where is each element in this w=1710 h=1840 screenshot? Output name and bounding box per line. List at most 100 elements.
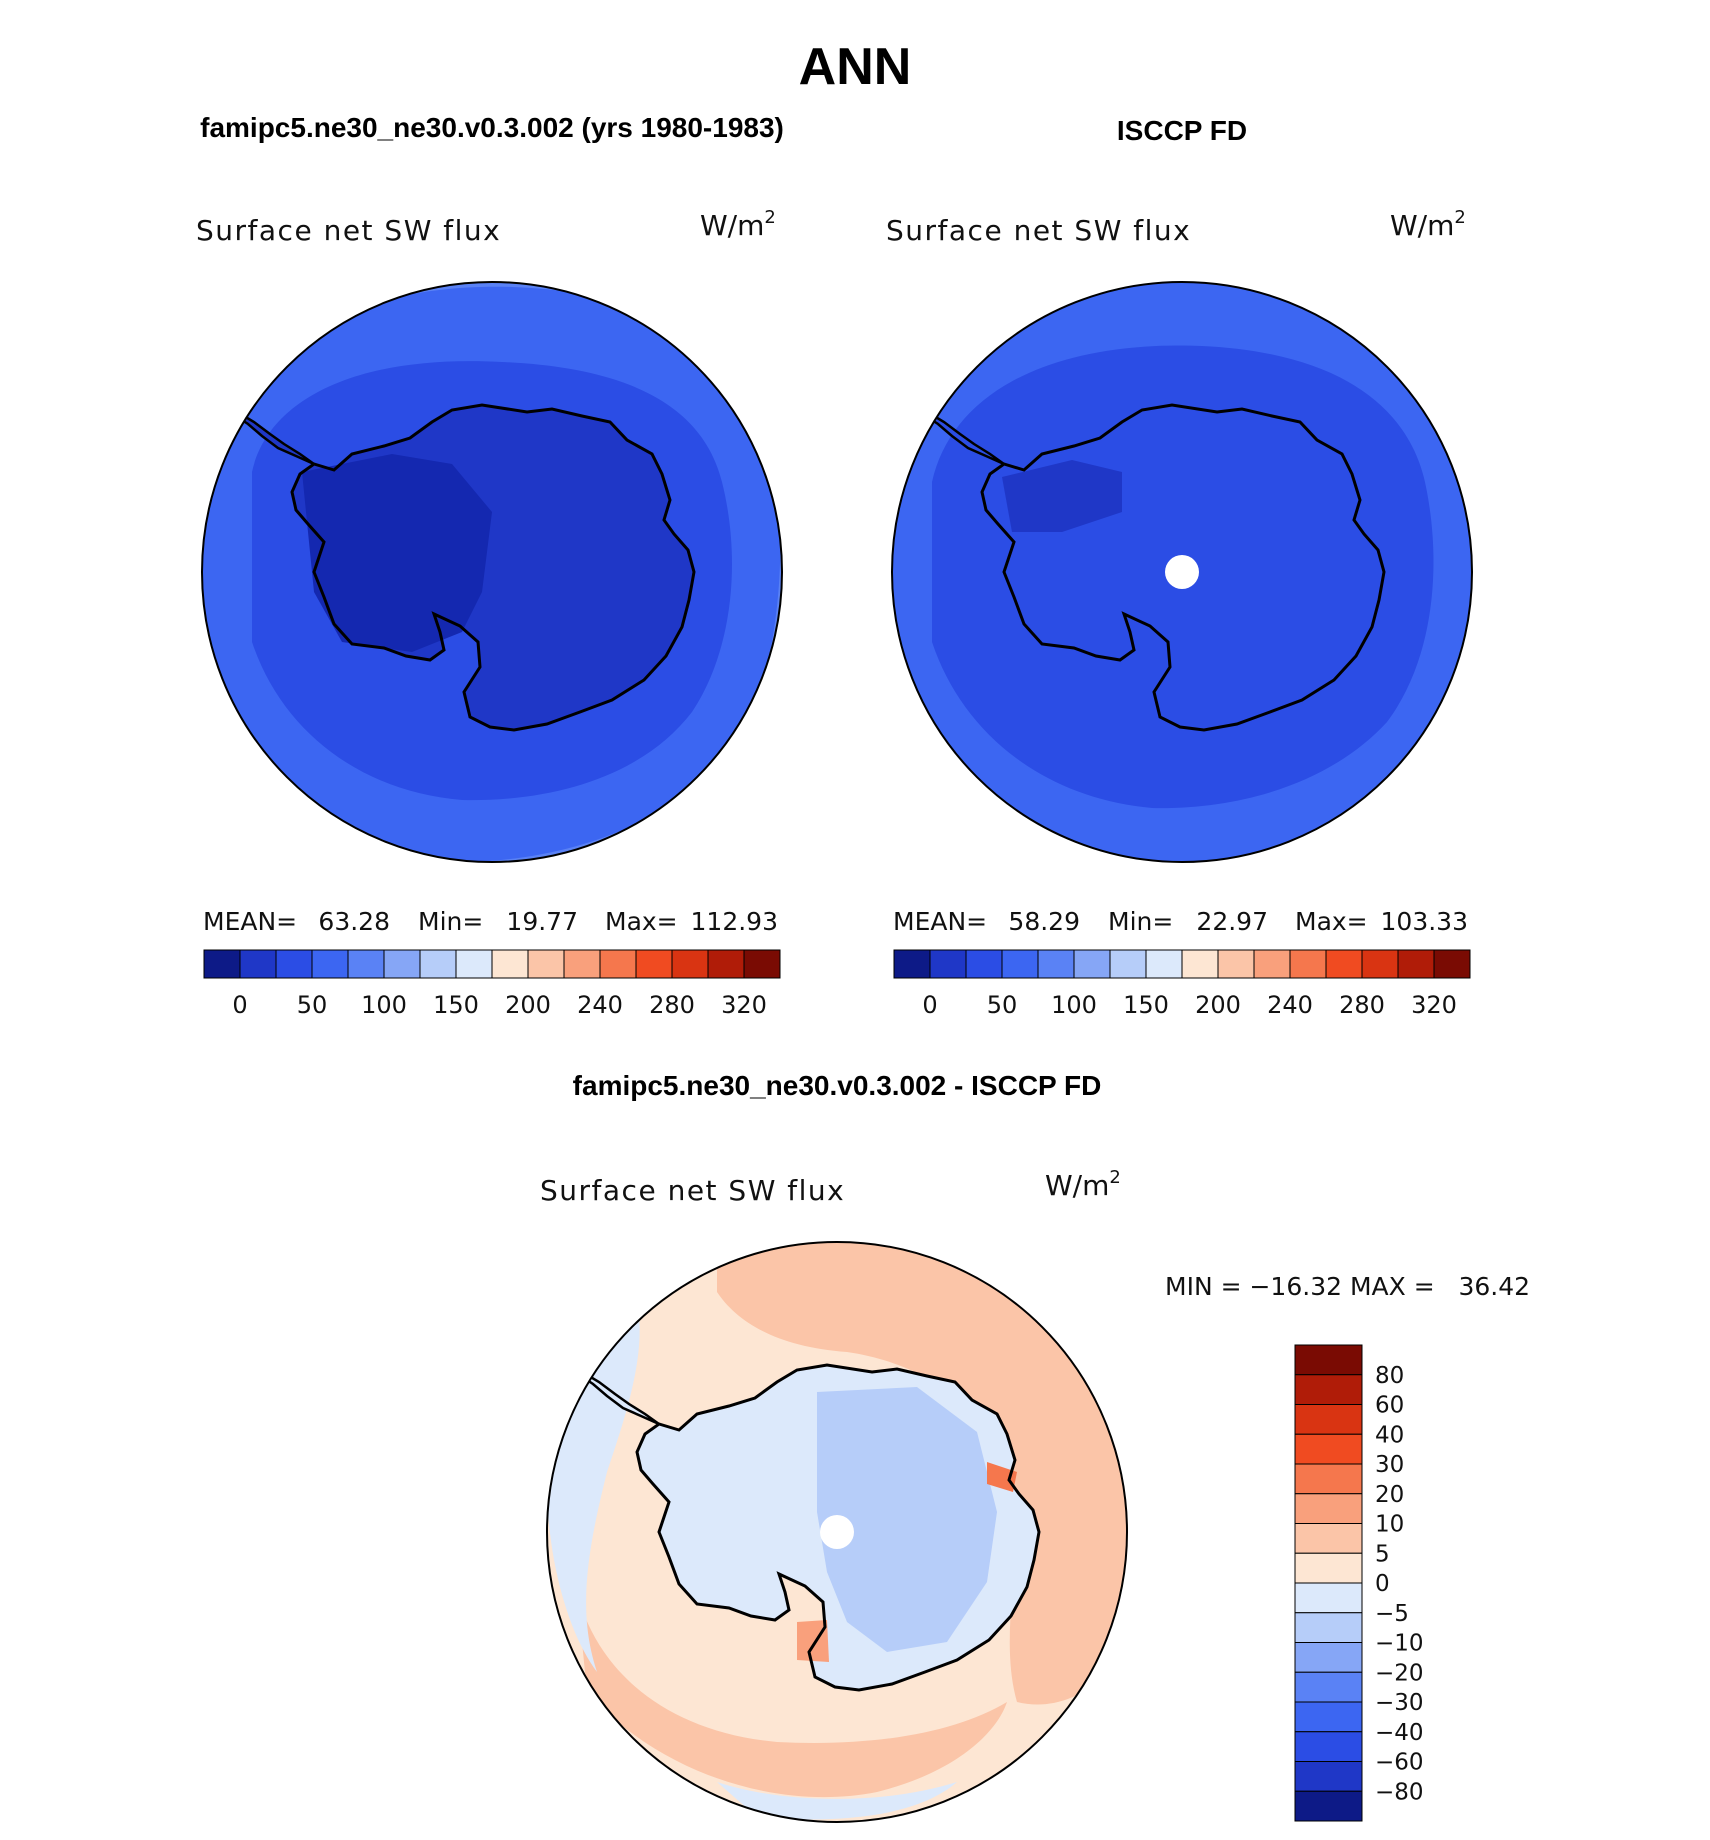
model-map-border bbox=[201, 281, 783, 863]
diff-colorbar-tick-label: 60 bbox=[1375, 1393, 1404, 1419]
diff-map-border bbox=[546, 1241, 1128, 1823]
diff-colorbar-box bbox=[1294, 1731, 1363, 1762]
model-variable-label: Surface net SW flux bbox=[196, 214, 501, 247]
model-colorbar-tick-label: 150 bbox=[433, 991, 479, 1019]
obs-colorbar-box bbox=[893, 949, 931, 979]
obs-mean-value: 58.29 bbox=[1008, 907, 1080, 936]
model-colorbar-box bbox=[383, 949, 421, 979]
obs-colorbar-tick-label: 200 bbox=[1195, 991, 1241, 1019]
obs-colorbar-box bbox=[1037, 949, 1075, 979]
model-colorbar-box bbox=[419, 949, 457, 979]
model-colorbar-box bbox=[275, 949, 313, 979]
obs-polar-hole bbox=[1165, 555, 1199, 589]
obs-colorbar-tick-label: 100 bbox=[1051, 991, 1097, 1019]
obs-colorbar-box bbox=[1361, 949, 1399, 979]
model-colorbar-box bbox=[239, 949, 277, 979]
model-units-label: W/m2 bbox=[700, 207, 776, 242]
obs-west-dark-region bbox=[1002, 460, 1122, 532]
model-colorbar-tick-label: 240 bbox=[577, 991, 623, 1019]
diff-colorbar-box bbox=[1294, 1612, 1363, 1643]
model-colorbar-box bbox=[743, 949, 781, 979]
model-colorbar-tick-label: 50 bbox=[297, 991, 328, 1019]
model-colorbar-box bbox=[311, 949, 349, 979]
model-stats: MEAN= 63.28 Min= 19.77 Max= 112.93 bbox=[203, 907, 778, 936]
diff-colorbar-box bbox=[1294, 1344, 1363, 1376]
model-colorbar-box bbox=[491, 949, 529, 979]
model-colorbar-tick-label: 200 bbox=[505, 991, 551, 1019]
diff-colorbar-box bbox=[1294, 1790, 1363, 1822]
diff-southwest-neg bbox=[717, 1782, 957, 1820]
diff-polar-hole bbox=[820, 1515, 854, 1549]
model-min-value: 19.77 bbox=[506, 907, 578, 936]
model-max-label: Max= bbox=[605, 907, 678, 936]
diff-colorbar-box bbox=[1294, 1582, 1363, 1614]
obs-colorbar-box bbox=[965, 949, 1003, 979]
model-colorbar-box bbox=[707, 949, 745, 979]
obs-colorbar-box bbox=[1325, 949, 1363, 979]
obs-colorbar-tick-label: 50 bbox=[987, 991, 1018, 1019]
diff-colorbar-tick-label: 5 bbox=[1375, 1541, 1390, 1567]
diff-colorbar-box bbox=[1294, 1761, 1363, 1792]
model-west-dark-region bbox=[302, 454, 492, 652]
diff-colorbar-box bbox=[1294, 1433, 1363, 1465]
diff-colorbar-tick-label: −80 bbox=[1375, 1779, 1424, 1805]
diff-colorbar-box bbox=[1294, 1671, 1363, 1703]
diff-heading: famipc5.ne30_ne30.v0.3.002 - ISCCP FD bbox=[573, 1070, 1102, 1101]
obs-units-label: W/m2 bbox=[1390, 207, 1466, 242]
obs-colorbar-box bbox=[1217, 949, 1255, 979]
obs-colorbar-box bbox=[1109, 949, 1147, 979]
obs-colorbar-tick-label: 280 bbox=[1339, 991, 1385, 1019]
model-colorbar-box bbox=[347, 949, 385, 979]
diff-colorbar: 80 60 40 30 20 10 5 0 −5 −10 −20 −30 −40 −60 −80 bbox=[1294, 1344, 1424, 1822]
diff-colorbar-box bbox=[1294, 1642, 1363, 1673]
model-colorbar-box bbox=[203, 949, 241, 979]
model-colorbar: 0 50 100 150 200 240 280 320 bbox=[203, 949, 781, 1019]
diff-colorbar-box bbox=[1294, 1523, 1363, 1554]
model-colorbar-box bbox=[527, 949, 565, 979]
obs-colorbar-box bbox=[1181, 949, 1219, 979]
diff-colorbar-tick-label: 30 bbox=[1375, 1452, 1404, 1478]
model-colorbar-tick-label: 0 bbox=[232, 991, 247, 1019]
obs-colorbar-box bbox=[1397, 949, 1435, 979]
diff-colorbar-tick-label: 20 bbox=[1375, 1482, 1404, 1508]
obs-colorbar-box bbox=[1145, 949, 1183, 979]
obs-max-value: 103.33 bbox=[1381, 907, 1468, 936]
model-colorbar-box bbox=[455, 949, 493, 979]
model-mean-value: 63.28 bbox=[318, 907, 390, 936]
model-colorbar-tick-label: 280 bbox=[649, 991, 695, 1019]
model-colorbar-box bbox=[599, 949, 637, 979]
obs-colorbar-box bbox=[1433, 949, 1471, 979]
obs-stats: MEAN= 58.29 Min= 22.97 Max= 103.33 bbox=[893, 907, 1468, 936]
obs-colorbar-box bbox=[929, 949, 967, 979]
diff-colorbar-tick-label: 0 bbox=[1375, 1571, 1390, 1597]
model-heading: famipc5.ne30_ne30.v0.3.002 (yrs 1980-198… bbox=[200, 112, 784, 143]
diff-colorbar-tick-label: −20 bbox=[1375, 1660, 1424, 1686]
model-mean-label: MEAN= bbox=[203, 907, 297, 936]
figure-title: ANN bbox=[799, 38, 912, 96]
diff-colorbar-tick-label: −10 bbox=[1375, 1631, 1424, 1657]
diff-east-red-spot bbox=[987, 1462, 1017, 1492]
diff-colorbar-box bbox=[1294, 1552, 1363, 1584]
diff-map bbox=[546, 1241, 1128, 1823]
obs-colorbar-box bbox=[1001, 949, 1039, 979]
obs-colorbar-box bbox=[1289, 949, 1327, 979]
diff-colorbar-box bbox=[1294, 1374, 1363, 1405]
diff-colorbar-box bbox=[1294, 1701, 1363, 1733]
obs-mean-label: MEAN= bbox=[893, 907, 987, 936]
model-map bbox=[201, 281, 783, 863]
obs-variable-label: Surface net SW flux bbox=[886, 214, 1191, 247]
obs-max-label: Max= bbox=[1295, 907, 1368, 936]
diff-colorbar-tick-label: 10 bbox=[1375, 1512, 1404, 1538]
diff-range-text: MIN = −16.32 MAX = 36.42 bbox=[1165, 1272, 1530, 1301]
obs-min-label: Min= bbox=[1108, 907, 1173, 936]
diff-units-label: W/m2 bbox=[1045, 1167, 1121, 1202]
diff-variable-label: Surface net SW flux bbox=[540, 1174, 845, 1207]
obs-colorbar-tick-label: 150 bbox=[1123, 991, 1169, 1019]
model-colorbar-box bbox=[563, 949, 601, 979]
obs-colorbar-box bbox=[1253, 949, 1291, 979]
model-colorbar-box bbox=[671, 949, 709, 979]
obs-map bbox=[891, 281, 1473, 863]
obs-map-border bbox=[891, 281, 1473, 863]
diff-colorbar-tick-label: −30 bbox=[1375, 1690, 1424, 1716]
